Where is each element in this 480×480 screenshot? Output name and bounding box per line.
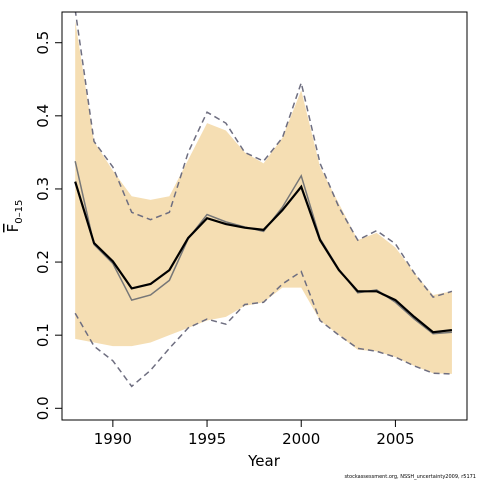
- series-line: [74, 181, 453, 334]
- y-label-main: F: [4, 224, 22, 233]
- y-tick-label: 0.3: [34, 177, 52, 201]
- y-tick-label: 0.5: [34, 31, 52, 55]
- x-tick-label: 2000: [282, 430, 320, 448]
- x-axis-label: Year: [247, 452, 281, 470]
- y-axis-label: F0–15: [4, 200, 25, 233]
- interval-line: [74, 12, 453, 299]
- interval-line: [74, 270, 452, 388]
- x-tick-label: 1995: [188, 430, 226, 448]
- x-tick-label: 2005: [376, 430, 414, 448]
- plot-frame: [61, 11, 468, 421]
- y-tick-label: 0.0: [34, 396, 52, 420]
- y-label-sub: 0–15: [14, 200, 25, 224]
- confidence-band: [75, 20, 452, 374]
- footnote: stockassessment.org, NSSH_uncertainty200…: [344, 474, 476, 480]
- y-tick-label: 0.1: [34, 323, 52, 347]
- x-tick-label: 1990: [94, 430, 132, 448]
- y-tick-label: 0.2: [34, 250, 52, 274]
- y-tick-label: 0.4: [34, 104, 52, 128]
